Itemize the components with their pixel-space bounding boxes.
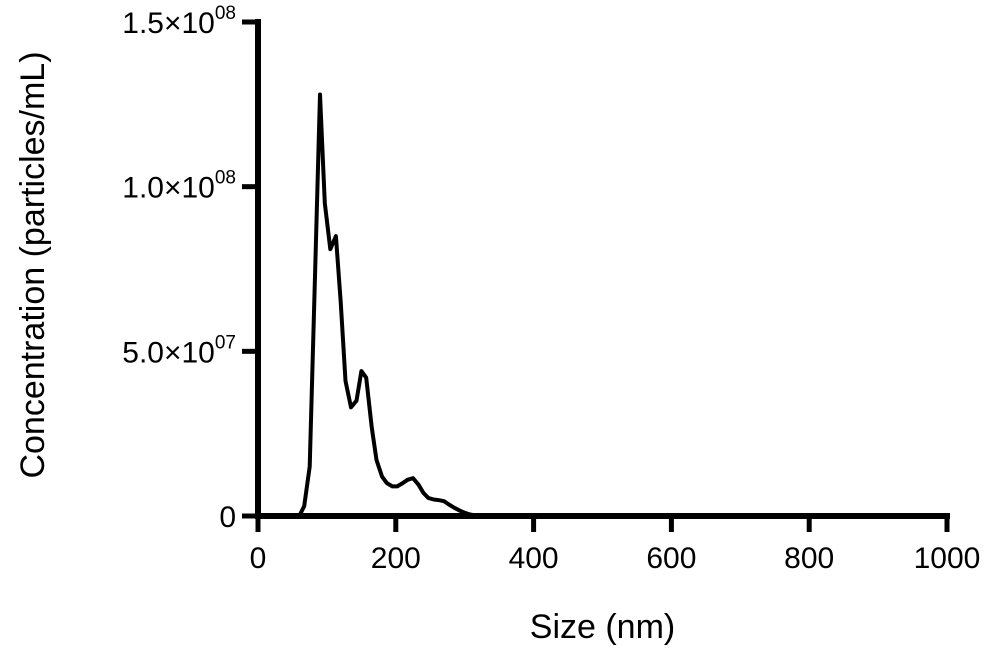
series-line	[297, 92, 947, 518]
x-tick-label: 200	[371, 542, 421, 575]
y-axis-title: Concentration (particles/mL)	[14, 51, 52, 478]
y-tick-label: 1.5×1008	[122, 3, 236, 40]
y-tick-label: 0	[219, 501, 236, 534]
x-tick-label: 0	[250, 542, 267, 575]
x-tick-label: 400	[509, 542, 559, 575]
x-tick-label: 1000	[914, 542, 981, 575]
y-tick-label: 5.0×1007	[122, 332, 236, 369]
x-axis-title: Size (nm)	[530, 608, 675, 646]
y-tick-label: 1.0×1008	[122, 168, 236, 205]
x-tick-label: 600	[646, 542, 696, 575]
axis-ticks	[242, 19, 950, 532]
y-tick-labels: 0 5.0×1007 1.0×1008 1.5×1008	[122, 3, 236, 534]
x-tick-label: 800	[784, 542, 834, 575]
x-tick-labels: 0 200 400 600 800 1000	[250, 542, 981, 575]
